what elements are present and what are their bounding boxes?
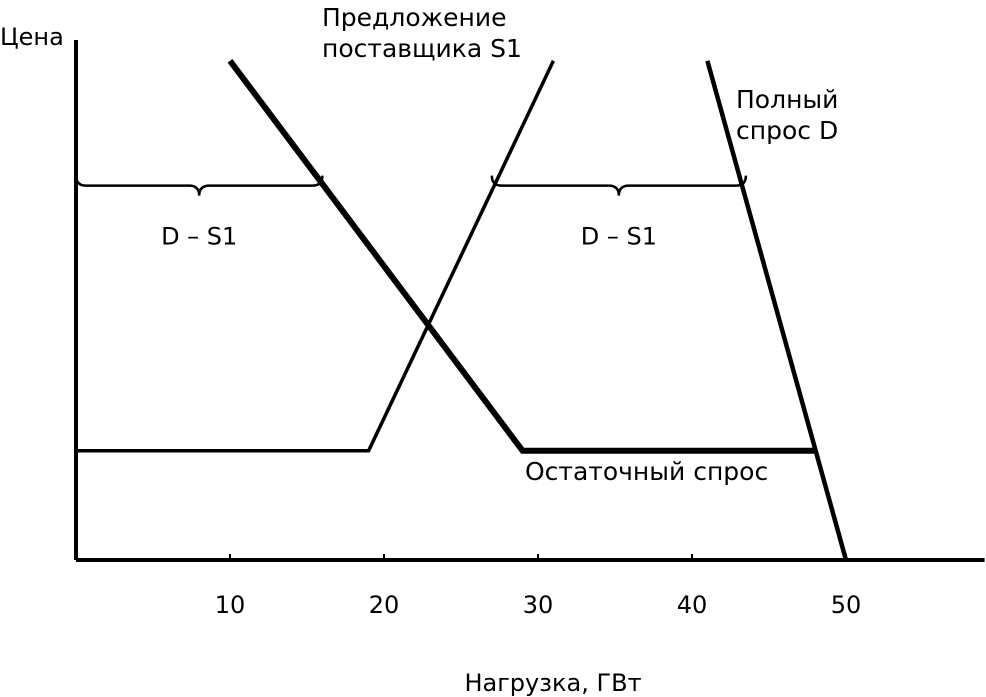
x-tick-label: 40 — [677, 591, 708, 619]
annotation: D – S1 — [581, 223, 657, 251]
series-line — [227, 58, 816, 454]
x-tick-label: 30 — [523, 591, 554, 619]
series-line — [76, 60, 555, 453]
series-line — [705, 60, 849, 561]
y-axis-label: Цена — [0, 23, 64, 51]
x-tick-label: 20 — [369, 591, 400, 619]
annotation: D – S1 — [161, 223, 237, 251]
x-tick-label: 10 — [215, 591, 246, 619]
x-axis-label: Нагрузка, ГВт — [464, 669, 641, 697]
series-label: Остаточный спрос — [525, 457, 769, 486]
brace — [74, 175, 324, 196]
series-label: Полный спрос D — [736, 85, 839, 145]
series-label: Предложение поставщика S1 — [322, 3, 522, 63]
x-tick-label: 50 — [831, 591, 862, 619]
brace — [490, 175, 748, 196]
